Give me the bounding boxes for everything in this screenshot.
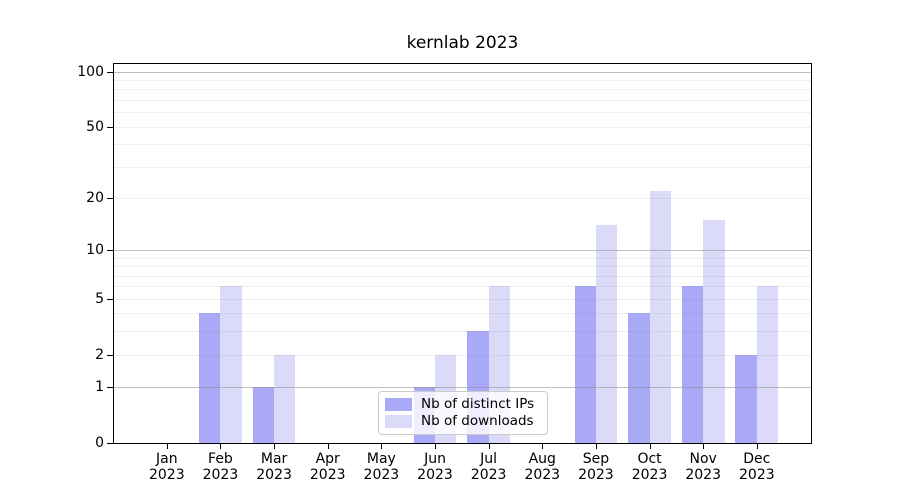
y-tick-mark [107, 443, 113, 444]
bars-layer [114, 64, 811, 443]
x-tick-mark [488, 444, 490, 449]
x-tick-mark [542, 444, 544, 449]
x-tick-label: Dec 2023 [739, 451, 775, 483]
legend: Nb of distinct IPs Nb of downloads [378, 391, 548, 435]
y-tick-label: 50 [86, 118, 104, 135]
x-tick-mark [595, 444, 597, 449]
y-tick-label: 100 [77, 63, 104, 80]
legend-swatch-downloads [385, 415, 412, 428]
x-tick-label: Jun 2023 [417, 451, 453, 483]
x-tick-mark [327, 444, 329, 449]
y-tick-label: 5 [95, 290, 104, 307]
y-tick-mark [107, 197, 113, 199]
x-tick-mark [220, 444, 222, 449]
plot-area: Nb of distinct IPs Nb of downloads [113, 63, 812, 444]
legend-entry: Nb of downloads [385, 413, 541, 430]
bar-distinct-ips [252, 387, 275, 443]
y-tick-mark [107, 298, 113, 300]
x-tick-mark [756, 444, 758, 449]
bar-downloads [274, 354, 296, 443]
bar-downloads [649, 190, 671, 443]
x-tick-label: May 2023 [363, 451, 400, 483]
bar-downloads [595, 225, 618, 443]
legend-swatch-distinct-ips [385, 398, 412, 411]
bar-distinct-ips [628, 313, 650, 443]
bar-downloads [220, 286, 242, 443]
bar-downloads [756, 286, 779, 443]
bar-distinct-ips [574, 286, 596, 443]
y-tick-label: 10 [86, 242, 104, 259]
y-tick-mark [107, 126, 113, 128]
x-tick-mark [166, 444, 168, 449]
y-tick-label: 20 [86, 189, 104, 206]
x-tick-label: Apr 2023 [309, 451, 346, 483]
y-tick-label: 2 [95, 346, 104, 363]
x-tick-label: Oct 2023 [631, 451, 668, 483]
x-tick-label: Mar 2023 [256, 451, 292, 483]
legend-label: Nb of distinct IPs [421, 396, 535, 412]
y-tick-mark [107, 250, 113, 252]
y-tick-label: 1 [95, 379, 104, 396]
y-tick-mark [107, 354, 113, 356]
x-tick-label: Sep 2023 [578, 451, 614, 483]
y-tick-mark [107, 71, 113, 73]
y-tick-label: 0 [95, 435, 104, 451]
x-tick-mark [649, 444, 651, 449]
x-tick-mark [435, 444, 436, 449]
x-tick-label: Jul 2023 [470, 451, 507, 483]
x-tick-label: Nov 2023 [685, 451, 721, 483]
bar-distinct-ips [199, 313, 221, 443]
bar-downloads [703, 219, 725, 443]
chart-title: kernlab 2023 [406, 33, 519, 53]
bar-distinct-ips [735, 354, 757, 443]
x-tick-label: Feb 2023 [202, 451, 239, 483]
x-tick-label: Jan 2023 [148, 451, 185, 483]
bar-distinct-ips [681, 286, 704, 443]
x-tick-label: Aug 2023 [524, 451, 561, 483]
legend-label: Nb of downloads [421, 413, 534, 429]
x-tick-mark [703, 444, 705, 449]
legend-entry: Nb of distinct IPs [385, 396, 541, 413]
x-tick-mark [274, 444, 276, 449]
y-tick-mark [107, 387, 113, 389]
x-tick-mark [381, 444, 383, 449]
